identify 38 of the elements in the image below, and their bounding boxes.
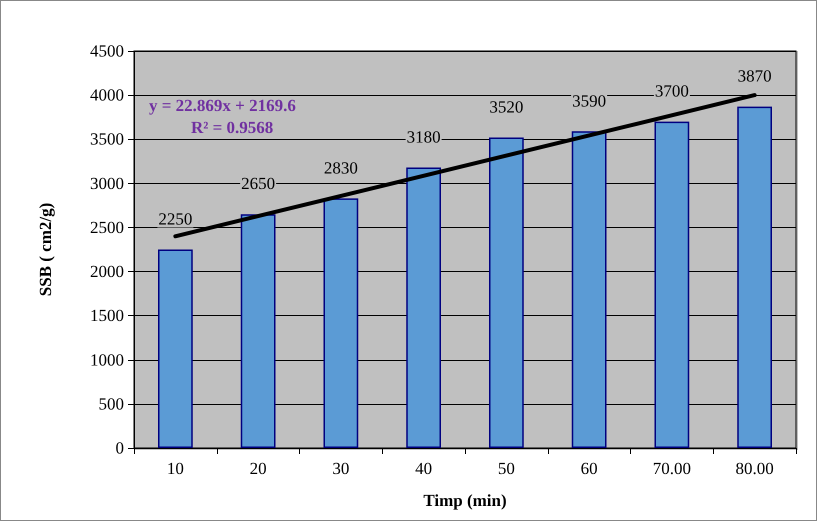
x-tick-label: 10 xyxy=(166,459,184,478)
x-axis-title: Timp (min) xyxy=(423,491,507,510)
bar xyxy=(158,250,193,448)
y-tick-label: 3500 xyxy=(90,130,124,149)
x-tick-label: 40 xyxy=(415,459,432,478)
x-tick-label: 70.00 xyxy=(652,459,691,478)
annotation: y = 22.869x + 2169.6 xyxy=(149,96,296,115)
y-tick-label: 1500 xyxy=(90,306,124,326)
y-tick-label: 3000 xyxy=(90,174,124,193)
bar xyxy=(572,131,606,448)
y-tick-label: 2000 xyxy=(90,262,124,282)
bar xyxy=(489,137,524,448)
data-label: 3520 xyxy=(489,97,524,116)
data-label: 2250 xyxy=(158,210,192,228)
data-label: 2830 xyxy=(324,158,358,178)
x-tick-label: 60 xyxy=(580,459,598,478)
data-label: 3700 xyxy=(654,82,689,101)
bar xyxy=(406,167,442,448)
y-tick-label: 2500 xyxy=(90,218,124,237)
x-tick-label: 80.00 xyxy=(736,459,774,478)
bar xyxy=(324,198,358,448)
data-label: 3180 xyxy=(406,127,441,146)
y-tick-label: 500 xyxy=(98,394,124,414)
y-tick-label: 1000 xyxy=(90,350,124,370)
bar xyxy=(737,106,772,448)
y-tick-label: 0 xyxy=(116,438,124,458)
annotation: R² = 0.9568 xyxy=(191,118,274,137)
y-axis-title: SSB ( cm2/g) xyxy=(36,202,55,296)
data-label: 2650 xyxy=(241,174,276,194)
bar xyxy=(654,122,690,448)
x-tick-label: 30 xyxy=(332,459,350,478)
x-tick-label: 50 xyxy=(498,459,515,478)
data-label: 3590 xyxy=(572,91,606,110)
y-tick-label: 4000 xyxy=(90,86,124,105)
data-label: 3870 xyxy=(738,66,772,86)
x-tick-label: 20 xyxy=(250,459,267,478)
y-tick-label: 4500 xyxy=(90,42,124,60)
bar xyxy=(240,214,276,448)
